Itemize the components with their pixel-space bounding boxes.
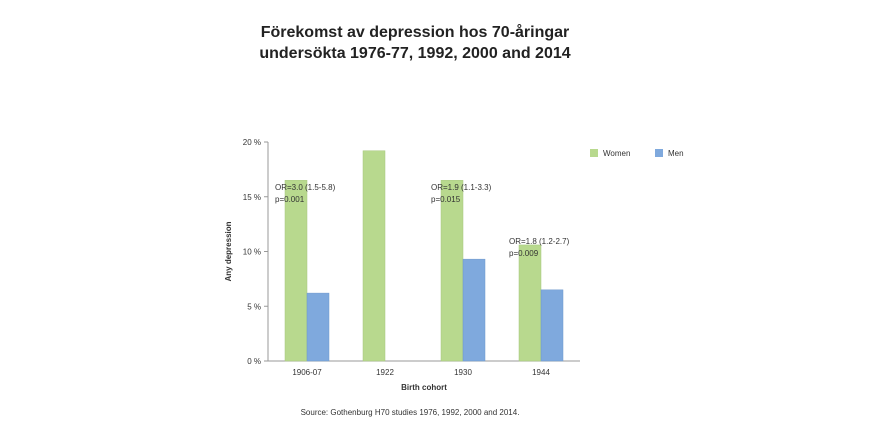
bar-women	[518, 244, 542, 362]
y-tick-label: 0 %	[247, 357, 261, 366]
bar-women	[362, 150, 386, 362]
legend-swatch-men	[655, 149, 663, 157]
y-tick-label: 15 %	[243, 193, 261, 202]
y-axis-title: Any depression	[224, 221, 233, 281]
bar-men	[540, 289, 564, 362]
annotation-text: p=0.001	[275, 195, 305, 204]
annotation-text: OR=1.9 (1.1-3.3)	[431, 183, 492, 192]
bar-women	[284, 180, 308, 362]
chart-title-line2: undersökta 1976-77, 1992, 2000 and 2014	[259, 45, 571, 62]
y-tick-label: 10 %	[243, 248, 261, 257]
legend-swatch-women	[590, 149, 598, 157]
source-note: Source: Gothenburg H70 studies 1976, 199…	[300, 408, 520, 417]
x-tick-label: 1922	[376, 368, 394, 377]
bar-men	[306, 292, 330, 362]
bar-women	[440, 180, 464, 362]
x-tick-label: 1906-07	[292, 368, 322, 377]
y-tick-label: 20 %	[243, 138, 261, 147]
annotation-text: OR=1.8 (1.2-2.7)	[509, 237, 570, 246]
x-tick-label: 1930	[454, 368, 472, 377]
bar-men	[462, 258, 486, 362]
chart-title-line1: Förekomst av depression hos 70-åringar	[260, 24, 570, 41]
x-tick-label: 1944	[532, 368, 550, 377]
annotation-text: OR=3.0 (1.5-5.8)	[275, 183, 336, 192]
legend-label-women: Women	[603, 149, 630, 158]
annotation-text: p=0.015	[431, 195, 461, 204]
y-tick-label: 5 %	[247, 302, 261, 311]
legend-label-men: Men	[668, 149, 684, 158]
annotation-text: p=0.009	[509, 249, 539, 258]
x-axis-title: Birth cohort	[401, 383, 447, 392]
